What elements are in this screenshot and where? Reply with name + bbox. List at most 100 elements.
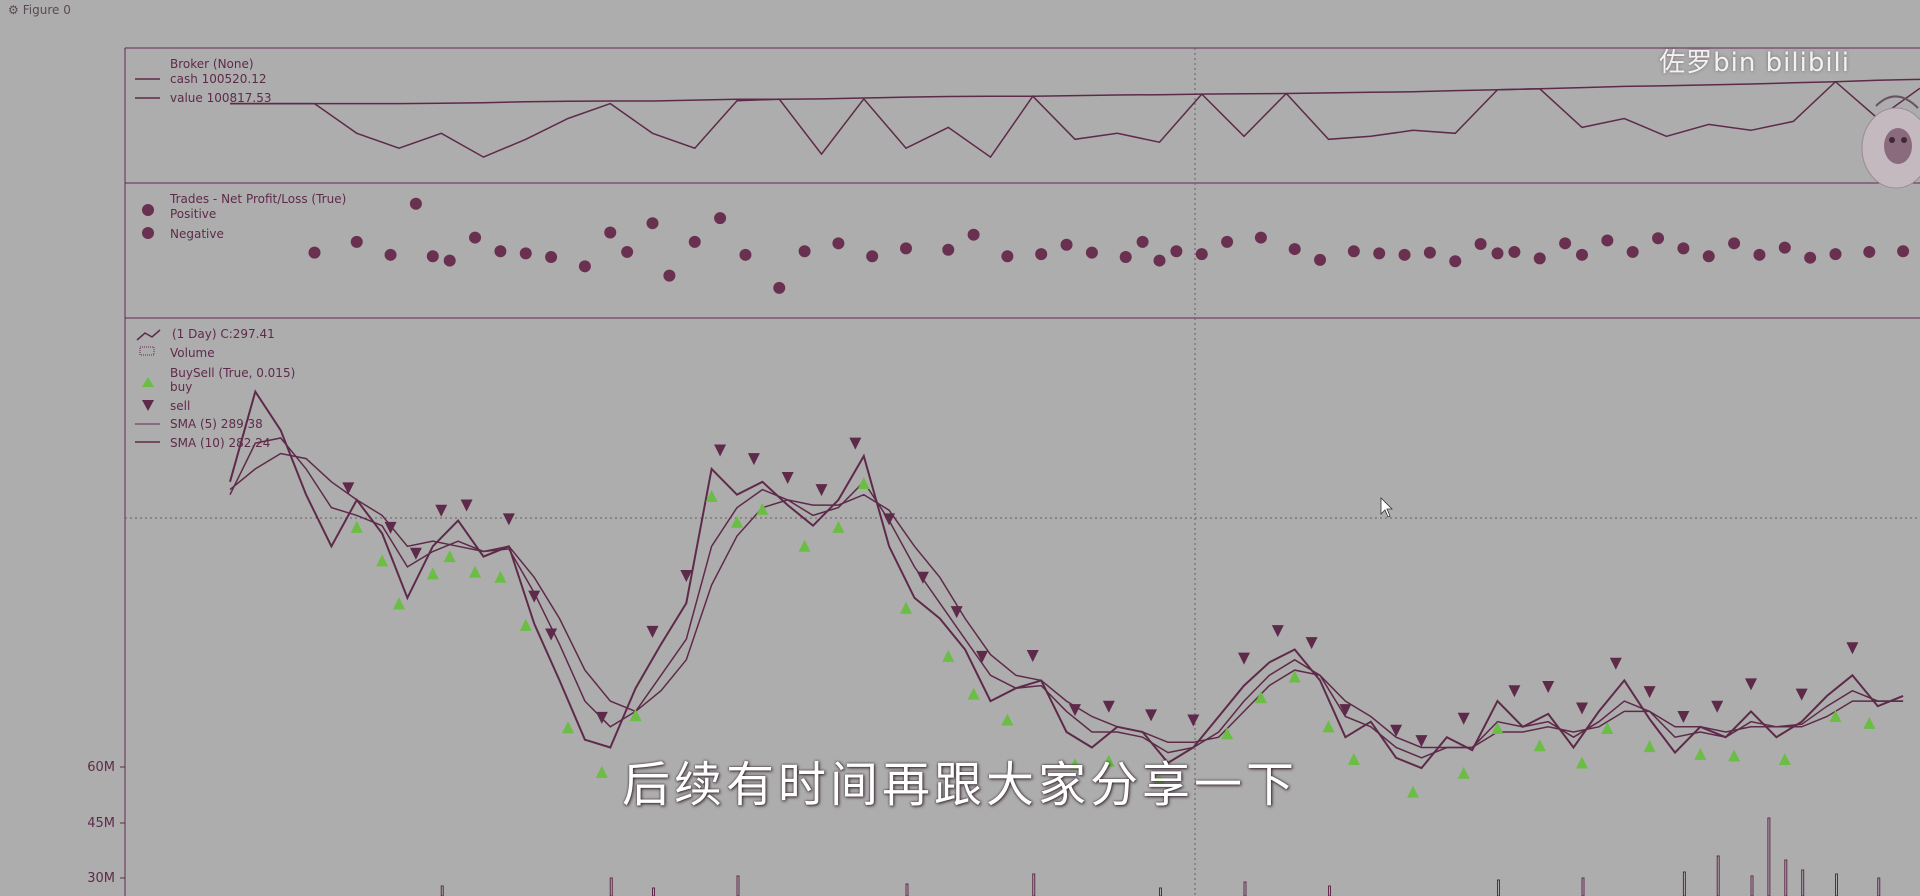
trade-dot [1702, 250, 1715, 263]
sell-marker [528, 590, 541, 603]
buy-marker [562, 721, 574, 734]
volume-bar [1159, 887, 1162, 896]
buy-marker [1643, 740, 1656, 753]
trades-series [308, 197, 1910, 294]
broker-legend-value: value 100817.53 [170, 91, 271, 105]
volume-bar [1581, 877, 1585, 896]
sell-marker [1795, 688, 1808, 701]
trade-dot [604, 226, 617, 239]
volume-bar [1767, 817, 1771, 896]
trade-dot [350, 235, 363, 248]
trades-legend-title: Trades - Net Profit/Loss (True) [169, 192, 346, 206]
buy-marker [1347, 753, 1360, 765]
buy-marker [1069, 758, 1081, 771]
broker-legend-title: Broker (None) [170, 57, 254, 71]
trade-dot [1254, 231, 1267, 244]
sell-marker [1069, 704, 1081, 717]
trade-dot [1373, 247, 1386, 260]
sell-marker [849, 437, 862, 450]
trade-dot [773, 281, 786, 294]
broker-legend-cash: cash 100520.12 [170, 72, 267, 86]
volume-bar [1716, 855, 1720, 896]
buy-marker [1694, 747, 1707, 760]
price-legend-volume: Volume [170, 346, 215, 360]
buy-marker [629, 709, 642, 722]
trade-dot [866, 250, 879, 263]
trade-dot [1153, 254, 1166, 267]
buysell-markers [342, 437, 1876, 798]
trade-dot [1601, 234, 1614, 247]
trade-dot [967, 228, 980, 241]
sell-marker [1609, 657, 1622, 670]
broker-value-line [230, 78, 1920, 105]
buy-marker [426, 567, 439, 580]
trade-dot [1863, 245, 1876, 258]
trade-dot [1491, 247, 1504, 260]
buy-marker [756, 502, 769, 515]
trade-dot [739, 248, 752, 261]
buy-marker [1778, 753, 1791, 765]
video-subtitle: 后续有时间再跟大家分享一下 [621, 757, 1298, 813]
volume-bar [1328, 885, 1331, 896]
legends: Broker (None)cash 100520.12 value 100817.… [135, 57, 1393, 518]
sell-marker [1102, 700, 1115, 713]
buy-marker [519, 618, 532, 631]
trade-dot [1288, 243, 1301, 256]
volume-series [440, 817, 1881, 896]
price-legend-sma10: SMA (10) 282.24 [170, 436, 270, 450]
buy-marker [350, 520, 363, 533]
volume-tick-label: 60M [87, 760, 115, 775]
trade-dot [1314, 253, 1327, 266]
panel-frames [124, 47, 1920, 896]
price-legend-swatch [136, 329, 161, 341]
buy-marker [443, 550, 456, 563]
sell-marker [1643, 686, 1656, 699]
buy-marker [1533, 739, 1546, 752]
trade-dot [443, 254, 456, 267]
volume-bar [652, 887, 655, 896]
price-legend-sell: sell [170, 399, 190, 413]
buy-marker [1601, 722, 1614, 735]
sell-marker [1187, 714, 1200, 727]
trade-dot [384, 248, 397, 261]
sell-marker [1271, 625, 1284, 638]
sell-marker [1415, 735, 1428, 748]
window-title: ⚙ Figure 0 [8, 3, 71, 17]
buy-marker [1102, 754, 1115, 767]
sell-marker [976, 650, 989, 663]
buy-marker [1001, 713, 1014, 726]
sell-marker [1508, 685, 1521, 698]
price-legend-close: (1 Day) C:297.41 [172, 327, 275, 341]
buy-marker [857, 477, 870, 490]
volume-bar [609, 877, 613, 896]
buy-marker [705, 489, 718, 502]
trade-dot [308, 246, 321, 259]
buy-marker [1254, 691, 1267, 704]
trade-dot [1085, 246, 1098, 259]
watermark-avatar-icon [1861, 95, 1920, 189]
trade-dot [1398, 248, 1411, 261]
negative-legend-swatch [142, 227, 154, 239]
buy-marker [1863, 716, 1876, 729]
sell-marker [460, 499, 473, 512]
buy-marker [900, 601, 912, 614]
sell-marker [1711, 700, 1724, 713]
trade-dot [578, 260, 591, 273]
sell-marker [1846, 642, 1859, 655]
buy-marker [1491, 722, 1504, 735]
buy-marker [731, 515, 743, 528]
trade-dot [426, 250, 439, 263]
positive-legend-swatch [142, 204, 154, 216]
trade-dot [1897, 245, 1910, 258]
buy-marker [1322, 720, 1335, 733]
buy-marker [1153, 773, 1166, 786]
trade-dot [646, 217, 659, 230]
sell-marker [1026, 650, 1039, 662]
buy-marker [469, 565, 482, 578]
price-legend-buy: buy [170, 380, 192, 394]
price-legend-sma5: SMA (5) 289.38 [170, 417, 263, 431]
volume-ticks: 60M 45M 30M [87, 760, 125, 886]
sell-legend-swatch [142, 400, 154, 411]
volume-tick-label: 45M [87, 816, 115, 831]
